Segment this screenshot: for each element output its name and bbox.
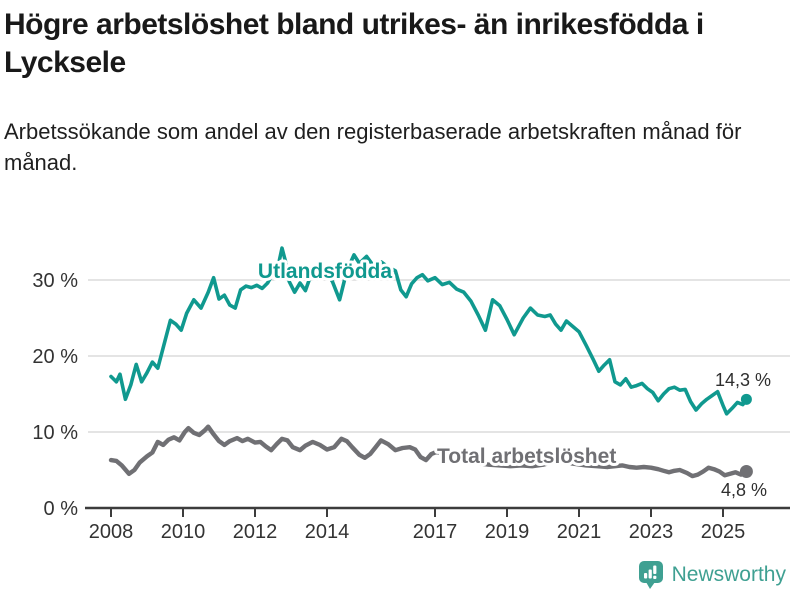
- brand-name: Newsworthy: [671, 563, 786, 586]
- series-line-total: [108, 424, 749, 479]
- chart-subtitle: Arbetssökande som andel av den registerb…: [4, 119, 742, 175]
- x-tick-label: 2008: [89, 521, 134, 543]
- x-tick-label: 2010: [161, 521, 206, 543]
- end-value-label: 14,3 %: [715, 370, 771, 390]
- x-tick-label: 2023: [629, 521, 674, 543]
- series-label-utlandsfodda: Utlandsfödda: [258, 260, 392, 283]
- x-tick-label: 2017: [413, 521, 458, 543]
- y-tick-label: 10 %: [32, 422, 78, 444]
- x-tick-label: 2012: [233, 521, 278, 543]
- x-tick-label: 2019: [485, 521, 530, 543]
- y-tick-label: 30 %: [32, 270, 78, 292]
- x-tick-label: 2025: [701, 521, 746, 543]
- series-end-dot: [740, 393, 752, 405]
- x-tick-label: 2014: [305, 521, 350, 543]
- brand-footer: Newsworthy: [638, 560, 786, 590]
- x-tick-label: 2021: [557, 521, 602, 543]
- series-line-utlandsfodda: [109, 246, 749, 416]
- series-label-total: Total arbetslöshet: [437, 445, 616, 468]
- y-tick-label: 0 %: [44, 498, 79, 520]
- end-value-label: 4,8 %: [721, 480, 767, 500]
- newsworthy-logo-icon: [638, 561, 663, 589]
- y-tick-label: 20 %: [32, 346, 78, 368]
- page-title: Högre arbetslöshet bland utrikes- än inr…: [4, 8, 704, 79]
- series-end-dot: [739, 465, 753, 479]
